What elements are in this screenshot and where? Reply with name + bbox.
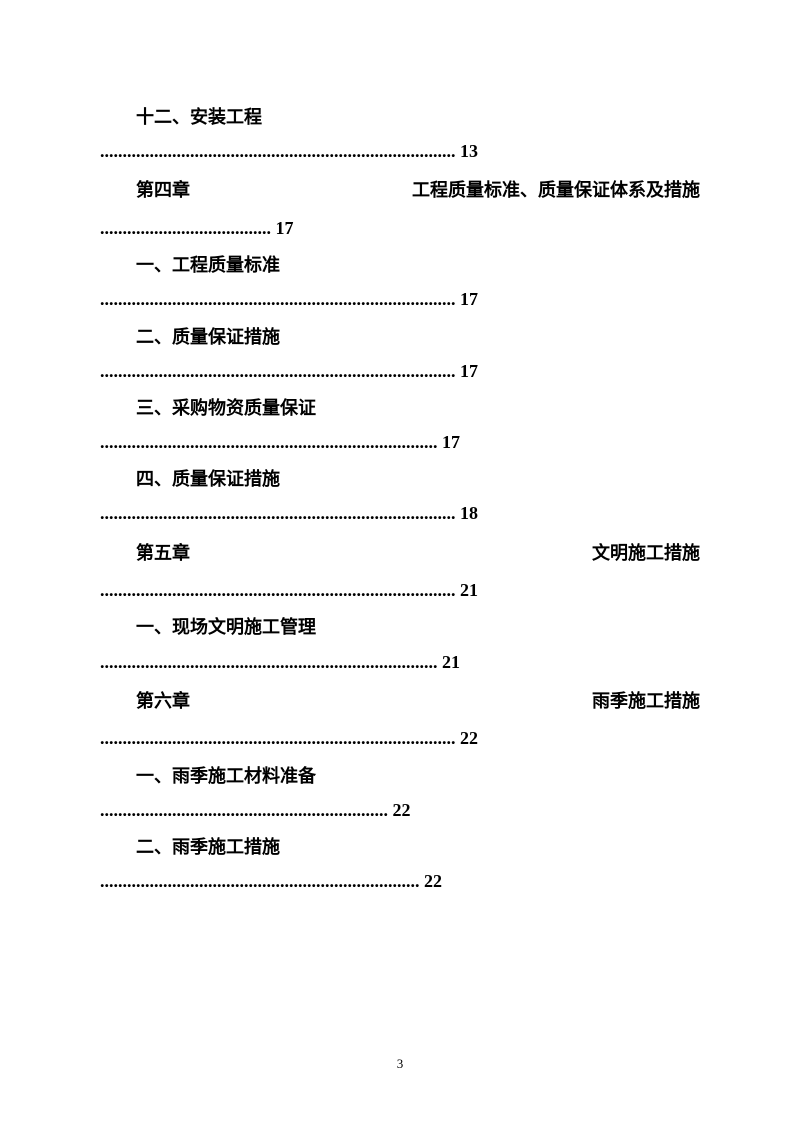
toc-entry: 一、工程质量标准 ...............................…	[100, 248, 700, 316]
toc-entry: 第五章 文明施工措施 .............................…	[100, 534, 700, 608]
toc-chapter-label: 第六章	[136, 682, 190, 722]
toc-entry: 二、雨季施工措施 ...............................…	[100, 830, 700, 898]
toc-entry: 四、质量保证措施 ...............................…	[100, 462, 700, 530]
toc-dots-line: ........................................…	[100, 793, 700, 827]
toc-section-title: 一、雨季施工材料准备	[100, 759, 700, 793]
toc-entry: 十二、安装工程 ................................…	[100, 100, 700, 168]
toc-dots-line: ........................................…	[100, 282, 700, 316]
toc-chapter-row: 第五章 文明施工措施	[100, 534, 700, 574]
toc-chapter-row: 第六章 雨季施工措施	[100, 682, 700, 722]
toc-entry: 一、雨季施工材料准备 .............................…	[100, 759, 700, 827]
document-page: 十二、安装工程 ................................…	[0, 0, 800, 1132]
toc-entry: 三、采购物资质量保证 .............................…	[100, 391, 700, 459]
toc-dots-line: ........................................…	[100, 645, 700, 679]
toc-section-title: 三、采购物资质量保证	[100, 391, 700, 425]
toc-dots-line: ...................................... 1…	[100, 211, 700, 245]
toc-chapter-title: 文明施工措施	[592, 534, 700, 574]
page-number: 3	[397, 1056, 404, 1072]
toc-dots-line: ........................................…	[100, 864, 700, 898]
toc-chapter-label: 第四章	[136, 171, 190, 211]
toc-chapter-title: 雨季施工措施	[592, 682, 700, 722]
toc-section-title: 一、工程质量标准	[100, 248, 700, 282]
toc-chapter-row: 第四章 工程质量标准、质量保证体系及措施	[100, 171, 700, 211]
toc-dots-line: ........................................…	[100, 721, 700, 755]
toc-section-title: 一、现场文明施工管理	[100, 610, 700, 644]
toc-entry: 一、现场文明施工管理 .............................…	[100, 610, 700, 678]
toc-entry: 第六章 雨季施工措施 .............................…	[100, 682, 700, 756]
toc-dots-line: ........................................…	[100, 425, 700, 459]
toc-chapter-title: 工程质量标准、质量保证体系及措施	[412, 171, 700, 211]
toc-dots-line: ........................................…	[100, 573, 700, 607]
toc-container: 十二、安装工程 ................................…	[100, 100, 700, 898]
toc-section-title: 二、质量保证措施	[100, 320, 700, 354]
toc-entry: 第四章 工程质量标准、质量保证体系及措施 ...................…	[100, 171, 700, 245]
toc-section-title: 十二、安装工程	[100, 100, 700, 134]
toc-chapter-label: 第五章	[136, 534, 190, 574]
toc-entry: 二、质量保证措施 ...............................…	[100, 320, 700, 388]
toc-dots-line: ........................................…	[100, 496, 700, 530]
toc-section-title: 二、雨季施工措施	[100, 830, 700, 864]
toc-dots-line: ........................................…	[100, 134, 700, 168]
toc-dots-line: ........................................…	[100, 354, 700, 388]
toc-section-title: 四、质量保证措施	[100, 462, 700, 496]
